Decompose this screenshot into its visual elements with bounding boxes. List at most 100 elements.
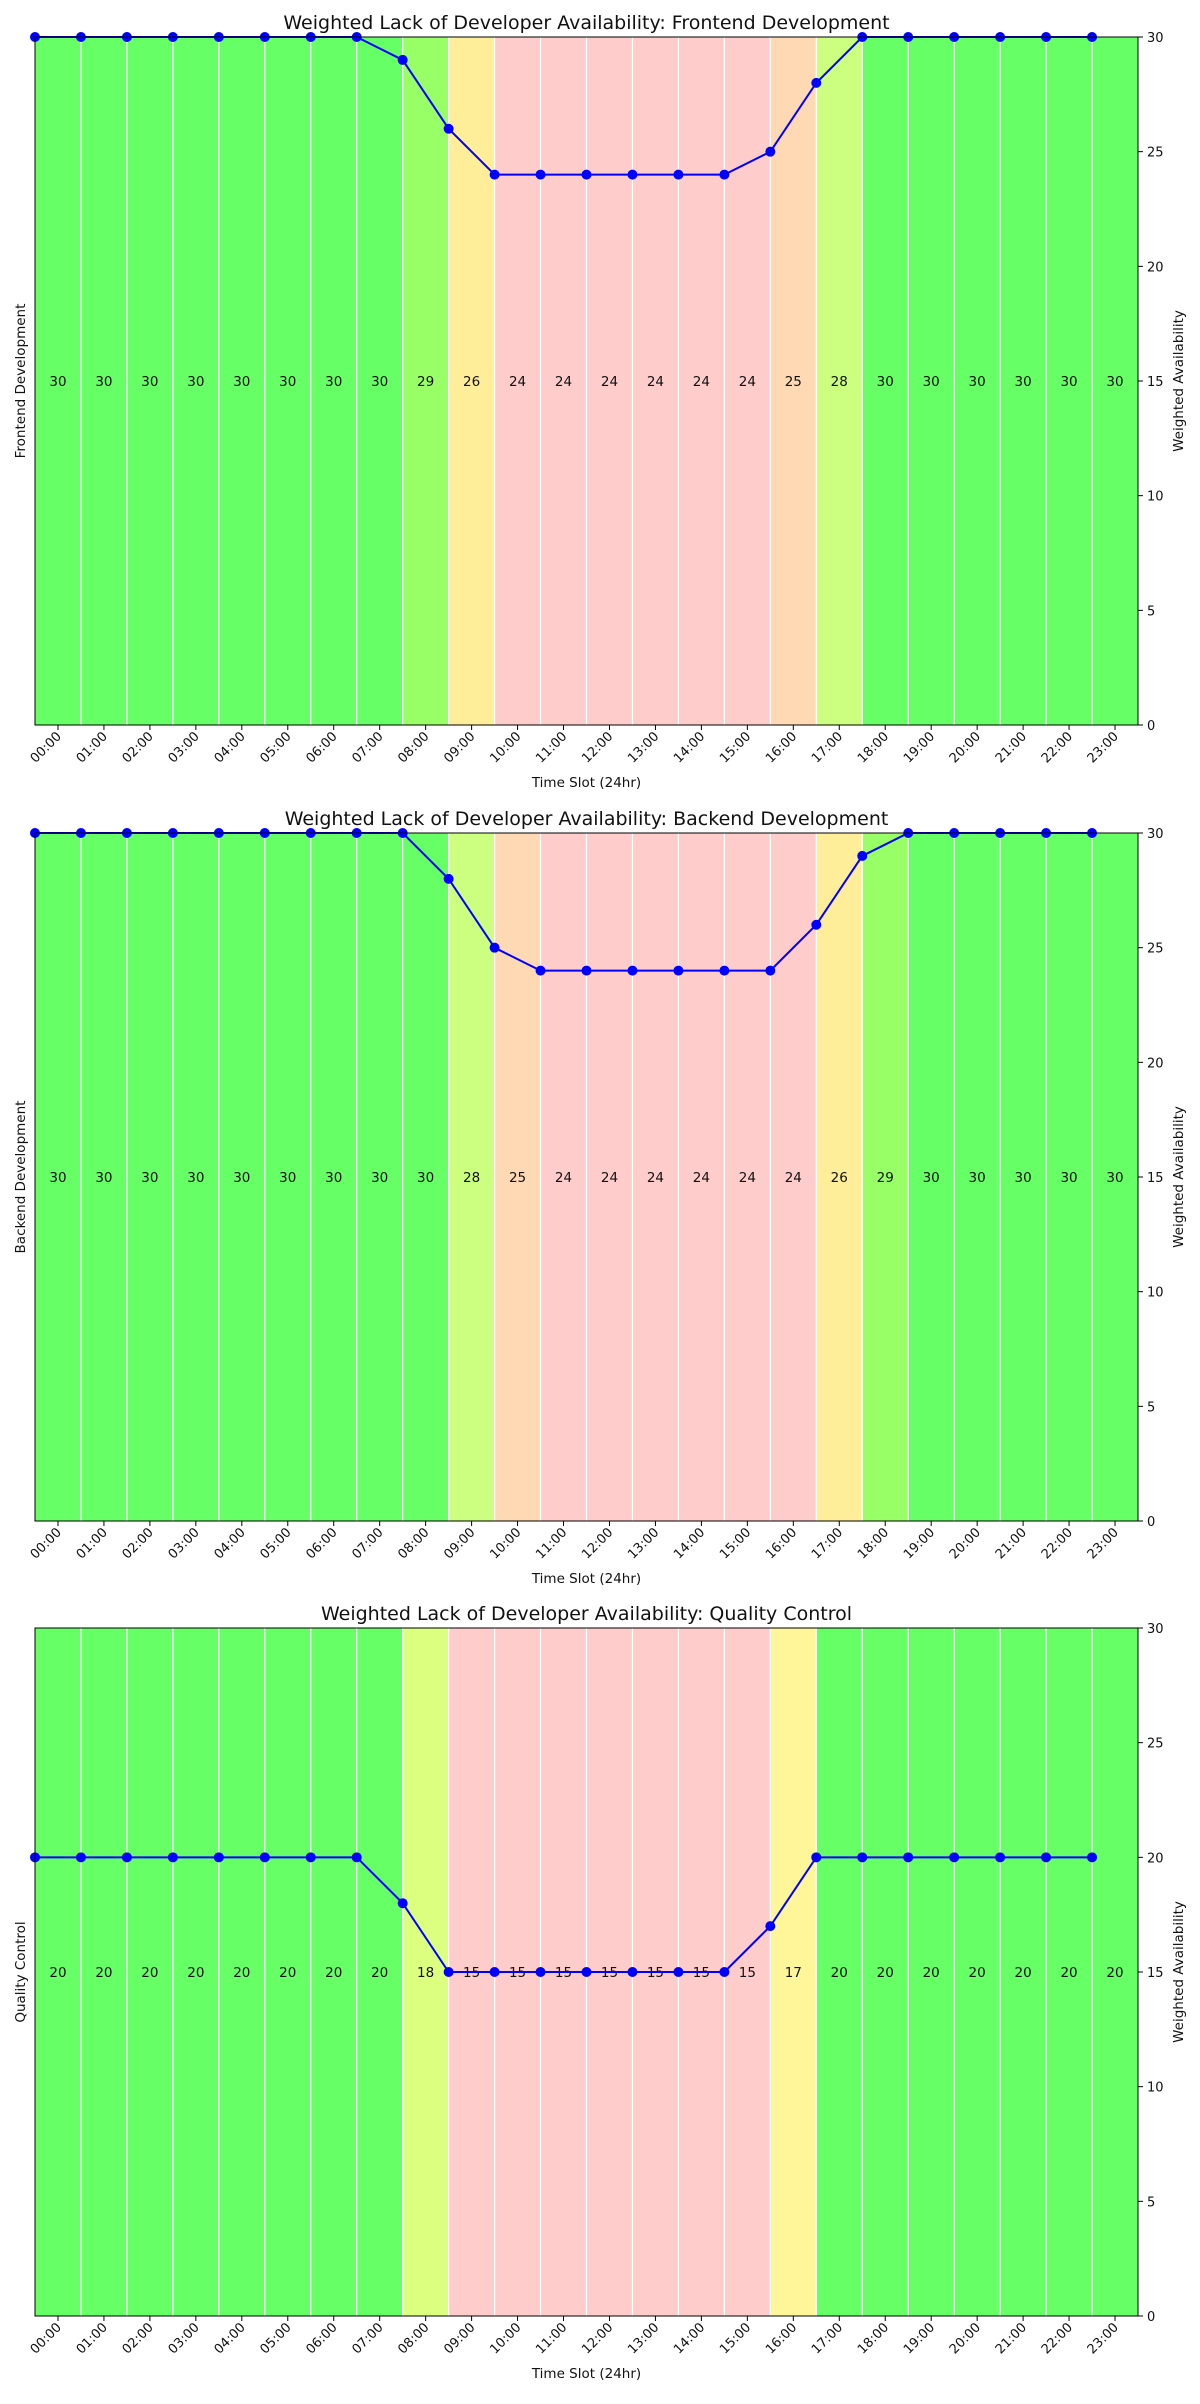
- data-label: 28: [831, 374, 848, 390]
- data-label: 15: [739, 1965, 756, 1981]
- bar: [1046, 37, 1093, 725]
- data-point: [397, 1898, 408, 1909]
- bar: [172, 37, 219, 725]
- y-axis-label-left: Backend Development: [13, 1101, 29, 1254]
- x-tick-label: 18:00: [855, 1525, 892, 1562]
- data-point: [673, 965, 684, 976]
- data-label: 30: [279, 1170, 296, 1186]
- data-label: 30: [279, 374, 296, 390]
- data-point: [719, 965, 730, 976]
- bar: [494, 833, 541, 1521]
- data-label: 29: [877, 1170, 894, 1186]
- bar: [540, 833, 587, 1521]
- bar: [264, 37, 311, 725]
- y-axis-label-left: Quality Control: [13, 1921, 29, 2022]
- data-point: [535, 965, 546, 976]
- data-label: 20: [49, 1965, 66, 1981]
- bar: [1092, 1628, 1138, 2316]
- x-tick-label: 21:00: [993, 1525, 1030, 1562]
- bar: [1000, 833, 1047, 1521]
- y-tick-label: 20: [1147, 1056, 1164, 1071]
- y-tick-label: 15: [1147, 1171, 1164, 1186]
- bar: [540, 37, 587, 725]
- bar: [80, 37, 127, 725]
- bar: [862, 37, 909, 725]
- data-point: [765, 1921, 776, 1932]
- data-label: 24: [739, 374, 756, 390]
- data-label: 20: [1106, 1965, 1123, 1981]
- y-tick-label: 20: [1147, 1851, 1164, 1866]
- data-label: 26: [831, 1170, 848, 1186]
- data-label: 24: [785, 1170, 802, 1186]
- data-label: 24: [555, 1170, 572, 1186]
- x-tick-label: 21:00: [993, 2320, 1030, 2357]
- data-point: [351, 1852, 362, 1863]
- x-tick-label: 01:00: [74, 729, 111, 766]
- x-tick-label: 03:00: [166, 2320, 203, 2357]
- data-point: [1041, 1852, 1052, 1863]
- bar: [402, 833, 449, 1521]
- x-tick-label: 17:00: [809, 2320, 846, 2357]
- data-point: [443, 873, 454, 884]
- data-label: 20: [187, 1965, 204, 1981]
- x-tick-label: 21:00: [993, 729, 1030, 766]
- x-tick-label: 13:00: [625, 1525, 662, 1562]
- data-point: [765, 146, 776, 157]
- bar: [816, 833, 863, 1521]
- y-tick-label: 0: [1147, 1515, 1155, 1530]
- data-point: [719, 169, 730, 180]
- x-tick-label: 00:00: [28, 729, 65, 766]
- x-tick-label: 19:00: [901, 729, 938, 766]
- y-tick-label: 25: [1147, 146, 1164, 161]
- bar: [724, 1628, 771, 2316]
- y-tick-label: 15: [1147, 375, 1164, 390]
- data-label: 25: [785, 374, 802, 390]
- x-tick-label: 07:00: [349, 1525, 386, 1562]
- x-tick-label: 04:00: [212, 1525, 249, 1562]
- data-label: 30: [49, 374, 66, 390]
- x-tick-label: 08:00: [395, 2320, 432, 2357]
- bar: [126, 833, 173, 1521]
- x-tick-label: 11:00: [533, 729, 570, 766]
- y-tick-label: 5: [1147, 604, 1155, 619]
- bar: [632, 37, 679, 725]
- x-tick-label: 06:00: [303, 729, 340, 766]
- y-axis-label-left: Frontend Development: [13, 304, 29, 459]
- bar: [1000, 37, 1047, 725]
- data-label: 30: [233, 1170, 250, 1186]
- bar: [862, 1628, 909, 2316]
- data-point: [75, 1852, 86, 1863]
- data-label: 20: [141, 1965, 158, 1981]
- data-point: [765, 965, 776, 976]
- data-label: 20: [371, 1965, 388, 1981]
- data-label: 20: [969, 1965, 986, 1981]
- bar: [678, 833, 725, 1521]
- bar: [126, 1628, 173, 2316]
- x-tick-label: 09:00: [441, 729, 478, 766]
- data-label: 20: [923, 1965, 940, 1981]
- y-tick-label: 25: [1147, 1737, 1164, 1752]
- data-point: [305, 1852, 316, 1863]
- data-label: 30: [923, 1170, 940, 1186]
- x-tick-label: 10:00: [487, 2320, 524, 2357]
- y-tick-label: 0: [1147, 719, 1155, 734]
- bar: [1000, 1628, 1047, 2316]
- bar: [310, 37, 357, 725]
- x-tick-label: 22:00: [1039, 2320, 1076, 2357]
- x-tick-label: 22:00: [1039, 729, 1076, 766]
- x-tick-label: 13:00: [625, 2320, 662, 2357]
- bar: [908, 37, 955, 725]
- bar: [172, 833, 219, 1521]
- bar: [218, 833, 265, 1521]
- y-tick-label: 5: [1147, 2195, 1155, 2210]
- data-label: 20: [325, 1965, 342, 1981]
- data-label: 29: [417, 374, 434, 390]
- y-axis-label-right: Weighted Availability: [1171, 1901, 1187, 2043]
- x-tick-label: 03:00: [166, 1525, 203, 1562]
- data-label: 30: [969, 1170, 986, 1186]
- data-point: [489, 1967, 500, 1977]
- bar: [862, 833, 909, 1521]
- data-label: 30: [1106, 1170, 1123, 1186]
- data-label: 25: [509, 1170, 526, 1186]
